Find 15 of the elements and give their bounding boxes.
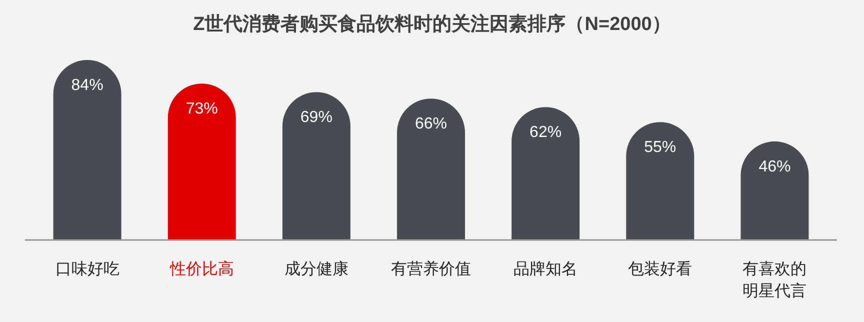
x-tick-label: 品牌知名	[514, 260, 578, 278]
x-tick-label: 有营养价值	[391, 260, 471, 278]
data-label: 66%	[414, 116, 448, 133]
data-label: 62%	[530, 124, 562, 142]
x-tick-label: 包装好看	[628, 260, 692, 278]
data-label: 84%	[71, 77, 104, 94]
data-label: 46%	[758, 158, 791, 176]
title: Z世代消费者购买食品饮料时的关注因素排序（N=2000）	[193, 14, 671, 35]
data-label: 55%	[644, 139, 676, 156]
x-tick-label: 性价比高	[168, 260, 234, 278]
x-tick-label: 有喜欢的明星代言	[742, 260, 807, 300]
data-label: 69%	[300, 109, 332, 126]
data-label: 73%	[186, 100, 218, 118]
x-tick-label: 口味好吃	[55, 260, 120, 278]
x-tick-label: 成分健康	[284, 260, 348, 278]
